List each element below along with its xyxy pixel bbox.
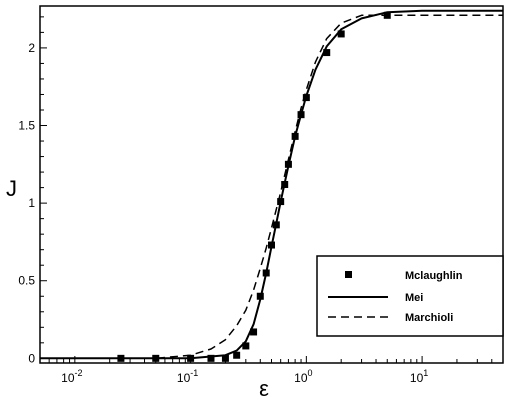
data-point-mclaughlin	[250, 328, 258, 336]
legend-label-marchioli: Marchioli	[405, 312, 453, 324]
y-tick-label: 1	[28, 196, 35, 210]
series-line-mei	[40, 9, 503, 360]
x-axis-label: ε	[259, 376, 269, 401]
data-point-mclaughlin	[337, 30, 345, 38]
y-axis-label: J	[6, 176, 17, 201]
x-tick-exponent: 0	[308, 368, 313, 378]
x-tick-exponent: 1	[423, 368, 428, 378]
y-tick-label: 1.5	[18, 119, 35, 133]
data-point-mclaughlin	[242, 342, 250, 350]
y-tick-label: 0.5	[18, 274, 35, 288]
legend-label-mei: Mei	[405, 292, 423, 304]
data-point-mclaughlin	[207, 354, 215, 362]
data-point-mclaughlin	[233, 351, 241, 359]
legend: Mclaughlin Mei Marchioli	[316, 255, 504, 337]
legend-marker-mclaughlin	[345, 271, 352, 278]
x-tick-label: 10-2	[61, 368, 82, 385]
y-tick-label: 2	[28, 41, 35, 55]
x-tick-label: 101	[410, 368, 428, 385]
x-tick-label: 10-1	[177, 368, 198, 385]
data-point-mclaughlin	[323, 49, 331, 57]
series-line-marchioli	[40, 14, 503, 360]
legend-label-mclaughlin: Mclaughlin	[405, 270, 463, 282]
y-tick-label: 0	[28, 351, 35, 365]
data-point-mclaughlin	[221, 354, 229, 362]
x-tick-exponent: -1	[190, 368, 198, 378]
x-tick-exponent: -2	[75, 368, 83, 378]
x-tick-label: 100	[294, 368, 312, 385]
